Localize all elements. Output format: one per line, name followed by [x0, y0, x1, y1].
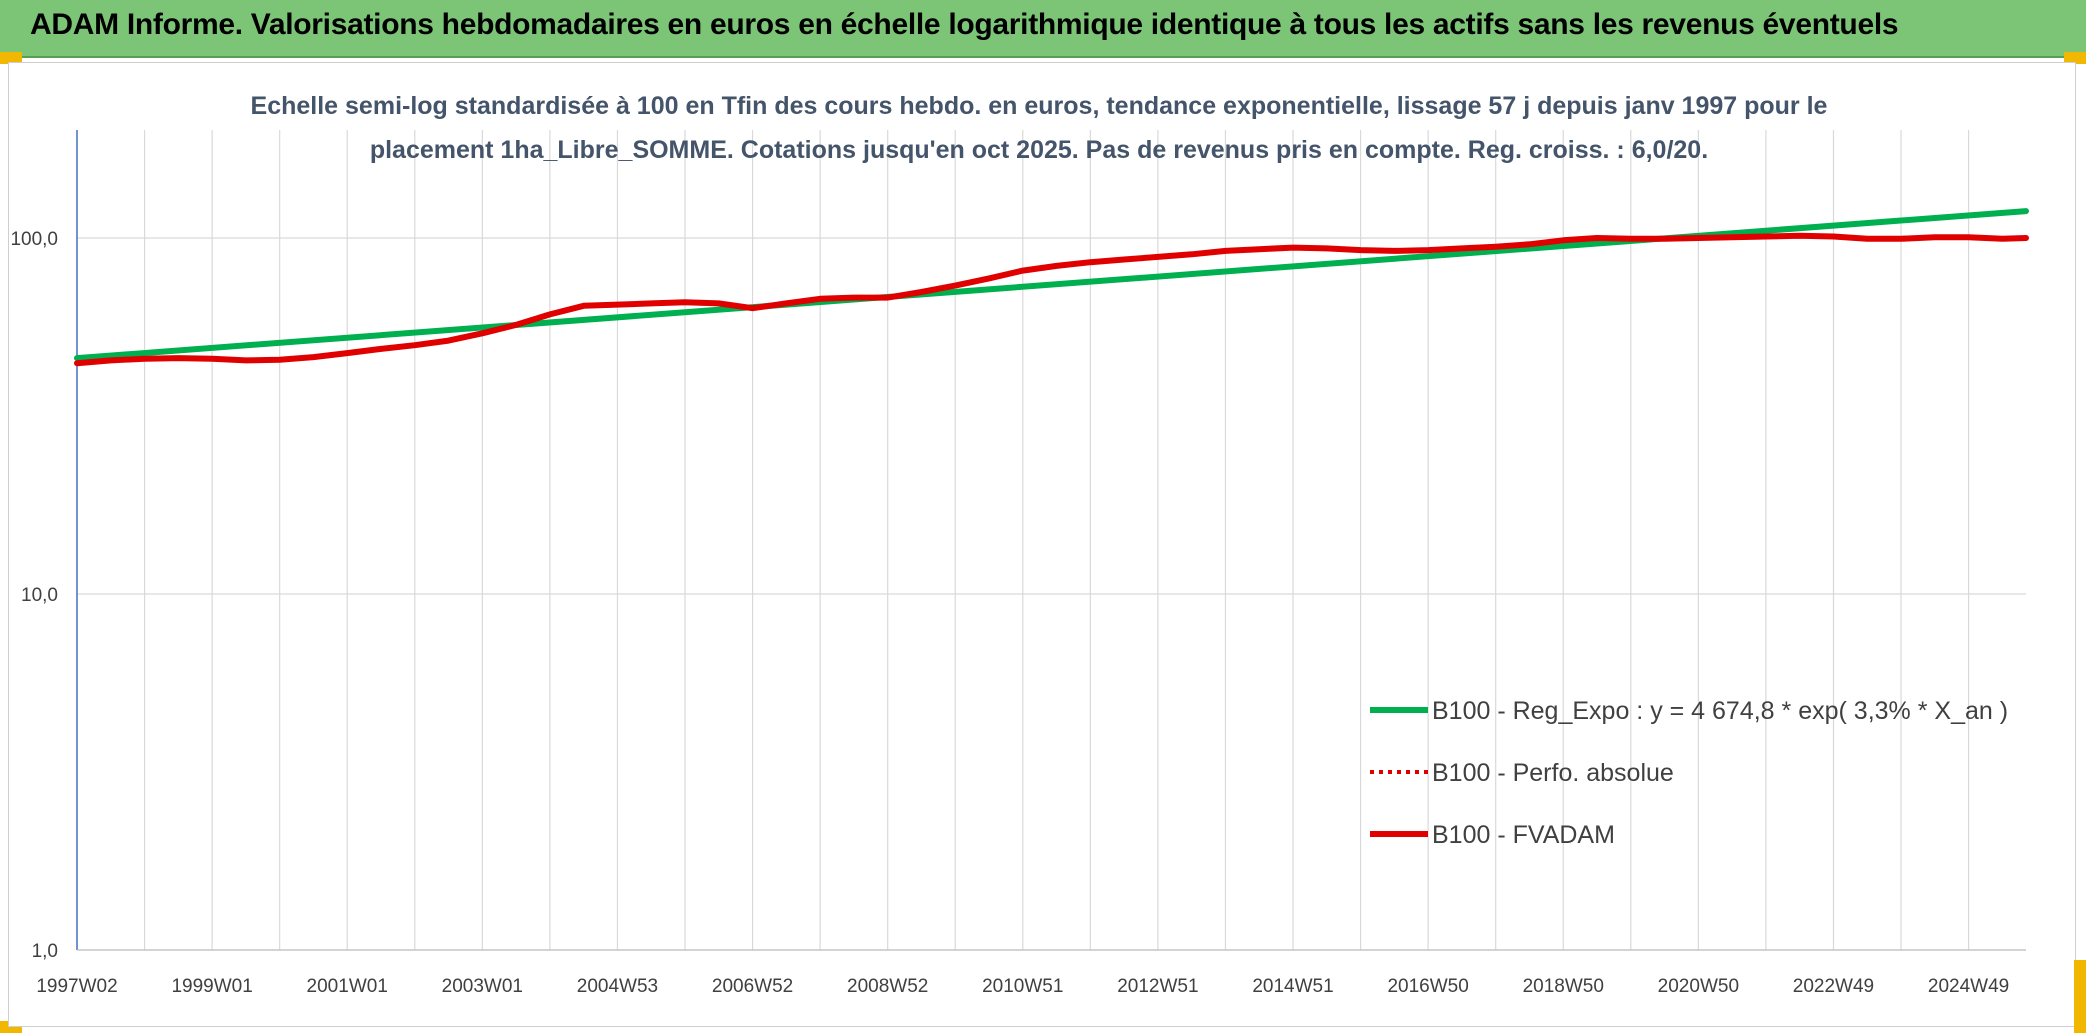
- legend-label-0: B100 - Reg_Expo : y = 4 674,8 * exp( 3,3…: [1432, 697, 2008, 725]
- x-tick-label: 2010W51: [982, 976, 1063, 997]
- scroll-edge-accent: [2074, 960, 2086, 1033]
- chart-frame: [8, 62, 2076, 1027]
- x-tick-label: 2018W50: [1523, 976, 1604, 997]
- x-tick-label: 1999W01: [171, 976, 252, 997]
- header-title: ADAM Informe. Valorisations hebdomadaire…: [30, 8, 1899, 41]
- x-tick-label: 2022W49: [1793, 976, 1874, 997]
- grid-layer: [76, 130, 2026, 951]
- x-tick-label: 2006W52: [712, 976, 793, 997]
- legend: B100 - Reg_Expo : y = 4 674,8 * exp( 3,3…: [1370, 697, 2008, 849]
- x-tick-label: 2016W50: [1387, 976, 1468, 997]
- corner-accent-top-right: [2064, 52, 2086, 64]
- x-tick-label: 2004W53: [577, 976, 658, 997]
- chart-subtitle: Echelle semi-log standardisée à 100 en T…: [251, 92, 1828, 164]
- x-tick-label: 2020W50: [1658, 976, 1739, 997]
- y-tick-label: 1,0: [32, 941, 58, 962]
- y-tick-label: 10,0: [21, 585, 58, 606]
- x-tick-label: 2001W01: [307, 976, 388, 997]
- x-tick-label: 2012W51: [1117, 976, 1198, 997]
- subtitle-line-2: placement 1ha_Libre_SOMME. Cotations jus…: [370, 136, 1708, 164]
- series-line-2: [74, 232, 2029, 367]
- x-tick-label: 2003W01: [442, 976, 523, 997]
- legend-label-1: B100 - Perfo. absolue: [1432, 759, 1674, 787]
- header-bar: ADAM Informe. Valorisations hebdomadaire…: [0, 0, 2086, 58]
- legend-label-2: B100 - FVADAM: [1432, 821, 1615, 849]
- x-tick-label: 2014W51: [1252, 976, 1333, 997]
- axis-layer: 1,0 10,0 100,0 1997W02 1999W01 2001W01 2003W01…: [10, 130, 2026, 997]
- series-line-0: [74, 208, 2029, 362]
- subtitle-line-1: Echelle semi-log standardisée à 100 en T…: [251, 92, 1828, 120]
- corner-accent-top-left: [0, 52, 22, 64]
- series-layer: [74, 208, 2029, 367]
- x-tick-label: 2024W49: [1928, 976, 2009, 997]
- x-tick-label: 2008W52: [847, 976, 928, 997]
- y-tick-label: 100,0: [10, 229, 58, 250]
- x-tick-label: 1997W02: [36, 976, 117, 997]
